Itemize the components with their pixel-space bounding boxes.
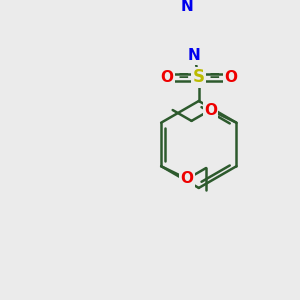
Text: O: O — [160, 70, 173, 85]
Text: S: S — [193, 68, 205, 86]
Text: =: = — [209, 69, 220, 83]
Text: =: = — [177, 69, 189, 83]
Text: O: O — [224, 70, 237, 85]
Text: N: N — [181, 0, 194, 14]
Text: O: O — [181, 171, 194, 186]
Text: O: O — [204, 103, 217, 118]
Text: N: N — [188, 48, 201, 63]
